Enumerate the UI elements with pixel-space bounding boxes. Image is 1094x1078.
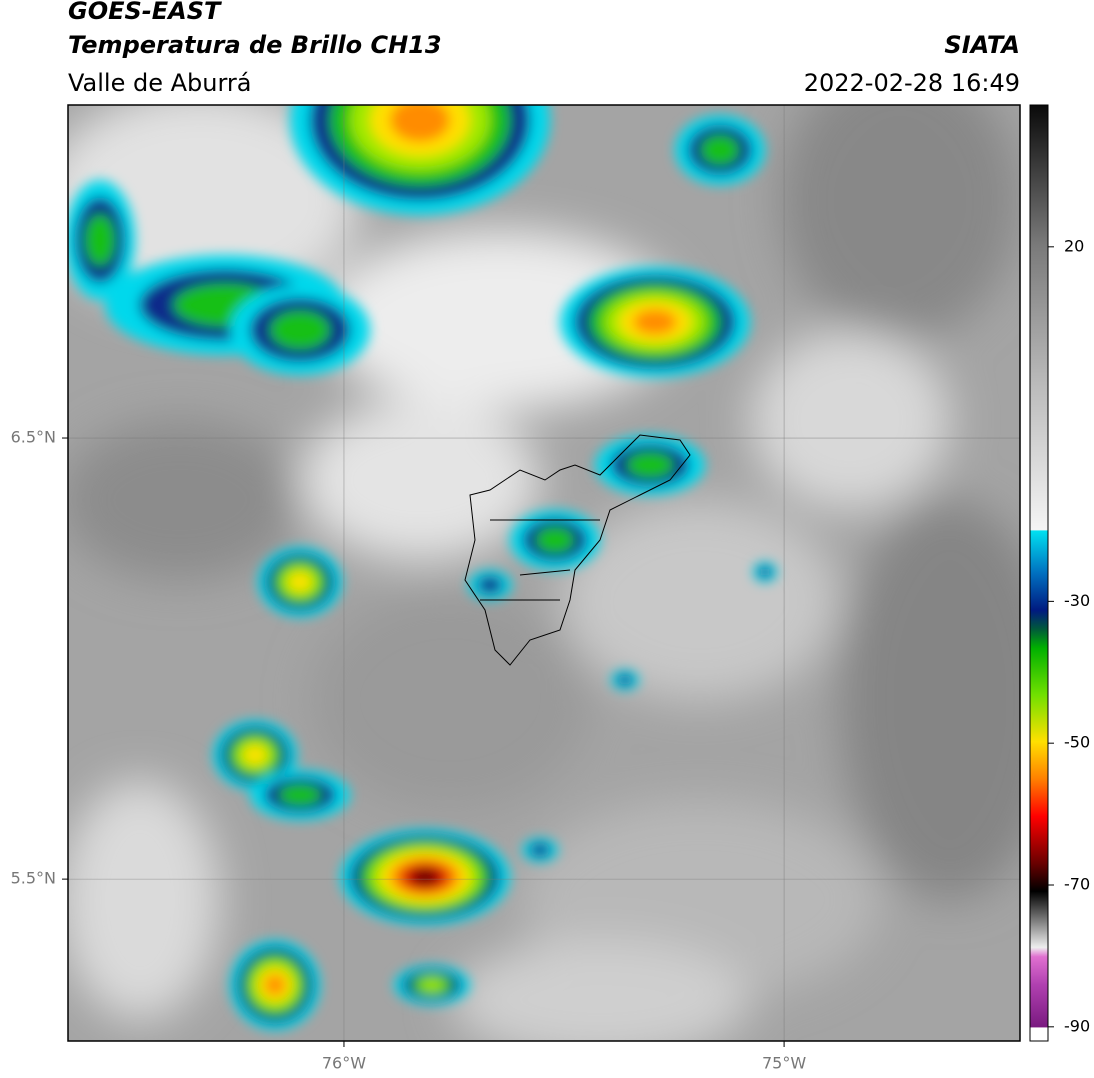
x-tick-label: 76°W [322, 1054, 366, 1073]
datetime: 2022-02-28 16:49 [804, 69, 1020, 97]
municipal-boundaries [464, 434, 691, 666]
colorbar-tick-label: -30 [1064, 591, 1090, 610]
y-tick-label: 5.5°N [11, 869, 56, 888]
source: SIATA [944, 31, 1020, 59]
storm-cell [633, 309, 677, 335]
map-frame [67, 104, 1021, 1042]
storm-cell [757, 566, 773, 578]
storm-cell [270, 310, 330, 350]
storm-cell [278, 784, 322, 806]
storm-cell [535, 527, 575, 553]
storm-cell [476, 576, 504, 594]
storm-cell [85, 214, 115, 266]
x-tick-label: 75°W [762, 1054, 806, 1073]
y-tick-label: 6.5°N [11, 428, 56, 447]
satellite-image [68, 105, 1020, 1041]
storm-cell [700, 135, 740, 165]
subtitle: Temperatura de Brillo CH13 [68, 31, 442, 59]
storm-cell [616, 674, 634, 686]
region: Valle de Aburrá [68, 69, 252, 97]
cloud-texture [310, 590, 590, 810]
storm-cell [419, 978, 445, 992]
colorbar-tick-label: -90 [1064, 1016, 1090, 1035]
title: GOES-EAST [68, 0, 222, 25]
storm-cell [243, 745, 267, 765]
storm-cell [390, 105, 450, 142]
cloud-texture [68, 105, 360, 310]
colorbar-tick-label: -70 [1064, 875, 1090, 894]
cloud-texture [780, 105, 1020, 340]
colorbar-tick-label: 20 [1064, 236, 1084, 255]
storm-cell [410, 868, 440, 886]
storm-cell [288, 572, 312, 592]
storm-cell [529, 842, 551, 858]
cloud-texture [750, 330, 950, 510]
colorbar-tick-label: -50 [1064, 733, 1090, 752]
cloud-texture [68, 780, 220, 1020]
cloud-texture [840, 500, 1020, 900]
cloud-texture [560, 500, 840, 700]
cloud-texture [450, 940, 750, 1041]
cloud-texture [68, 420, 300, 580]
cloud-texture [320, 230, 680, 410]
storm-cell [626, 452, 674, 478]
colorbar [1029, 104, 1049, 1042]
storm-cell [264, 974, 286, 996]
cloud-texture [300, 400, 540, 560]
